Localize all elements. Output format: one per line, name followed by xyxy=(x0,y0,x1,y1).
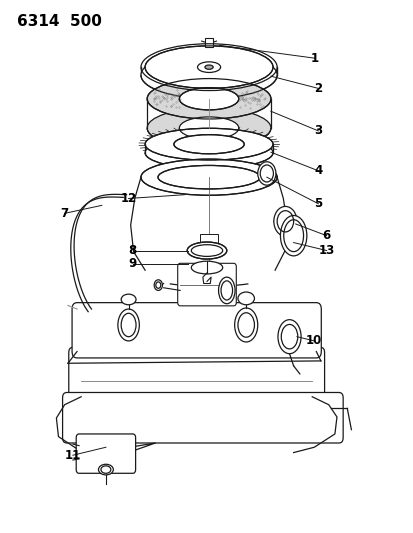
Ellipse shape xyxy=(118,309,139,341)
Ellipse shape xyxy=(141,52,276,99)
Ellipse shape xyxy=(145,46,272,88)
Ellipse shape xyxy=(257,162,275,185)
Ellipse shape xyxy=(277,320,300,354)
Ellipse shape xyxy=(158,165,259,189)
Ellipse shape xyxy=(147,78,270,119)
Text: 5: 5 xyxy=(313,197,322,211)
Text: 7: 7 xyxy=(60,207,69,220)
Ellipse shape xyxy=(280,215,306,256)
Ellipse shape xyxy=(273,206,296,236)
Ellipse shape xyxy=(98,464,113,475)
Ellipse shape xyxy=(191,261,222,274)
Ellipse shape xyxy=(154,280,162,290)
Ellipse shape xyxy=(179,117,238,139)
FancyBboxPatch shape xyxy=(72,303,320,358)
FancyBboxPatch shape xyxy=(76,434,135,473)
Ellipse shape xyxy=(218,277,235,304)
Ellipse shape xyxy=(179,87,238,110)
FancyBboxPatch shape xyxy=(177,263,236,306)
Ellipse shape xyxy=(237,292,254,305)
Text: 13: 13 xyxy=(318,244,334,257)
Text: 12: 12 xyxy=(120,192,136,205)
Bar xyxy=(204,38,213,47)
Ellipse shape xyxy=(145,128,272,160)
Text: 1: 1 xyxy=(309,52,318,64)
Text: 11: 11 xyxy=(64,449,81,462)
Ellipse shape xyxy=(147,108,270,148)
Text: 4: 4 xyxy=(313,164,322,177)
Ellipse shape xyxy=(141,159,276,195)
FancyBboxPatch shape xyxy=(62,392,342,443)
Text: 6314  500: 6314 500 xyxy=(17,14,102,29)
Ellipse shape xyxy=(173,135,244,154)
Text: 8: 8 xyxy=(128,244,137,257)
Ellipse shape xyxy=(204,65,213,69)
Ellipse shape xyxy=(234,308,257,342)
Ellipse shape xyxy=(145,137,272,168)
Text: 2: 2 xyxy=(313,82,322,95)
FancyBboxPatch shape xyxy=(69,348,324,402)
Ellipse shape xyxy=(121,294,136,305)
Ellipse shape xyxy=(187,242,226,259)
Bar xyxy=(199,234,218,249)
Text: 3: 3 xyxy=(313,124,322,138)
Text: 9: 9 xyxy=(128,257,137,270)
Text: 10: 10 xyxy=(306,334,322,348)
Text: 6: 6 xyxy=(322,229,330,242)
